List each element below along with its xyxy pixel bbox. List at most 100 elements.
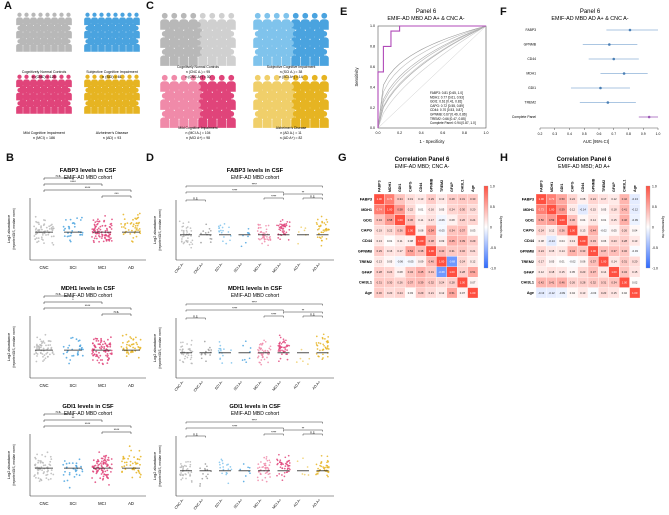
- data-point: [283, 467, 286, 470]
- data-point: [42, 355, 44, 358]
- data-point: [281, 353, 283, 355]
- data-point: [281, 219, 284, 221]
- ad-split-person: [262, 111, 272, 128]
- data-point: [126, 347, 128, 350]
- data-point: [268, 459, 271, 462]
- data-point: [36, 353, 39, 355]
- data-point: [100, 339, 102, 341]
- sci-person: [122, 19, 130, 32]
- heatmap-g-row-label: Age: [365, 291, 372, 295]
- heatmap-h-cell-value: 0.14: [611, 260, 617, 264]
- significance-bracket: [302, 433, 323, 436]
- mci-split-person: [202, 83, 213, 101]
- cnc-split-person: [179, 30, 189, 48]
- data-point: [180, 346, 182, 348]
- category-label: CNC A+: [193, 498, 204, 511]
- data-point: [111, 218, 113, 221]
- heatmap-h-cell-value: 0.44: [570, 249, 576, 253]
- data-point: [93, 237, 96, 240]
- heatmap-h-cell-value: 0.37: [611, 249, 617, 253]
- cnc-split-person: [207, 30, 217, 48]
- data-point: [283, 351, 285, 353]
- ad-split-person: [286, 101, 296, 119]
- data-point: [103, 347, 105, 350]
- c-cnc-group-name: Cognitively Normal Controls: [177, 65, 219, 69]
- data-point: [286, 349, 288, 351]
- heatmap-g-cell-value: 1.00: [470, 291, 476, 295]
- cnc-split-person: [160, 30, 170, 48]
- data-point: [135, 336, 137, 339]
- data-point: [108, 226, 111, 228]
- heatmap-g-cell-value: 0.30: [387, 280, 393, 284]
- data-point: [324, 338, 326, 340]
- heatmap-h-cell-value: 0.08: [539, 239, 545, 243]
- data-point: [99, 341, 102, 344]
- data-point: [280, 463, 283, 466]
- mci-person: [44, 101, 51, 114]
- sci-person: [129, 32, 137, 46]
- data-point: [41, 234, 44, 236]
- heatmap-g-cell-value: -0.68: [439, 270, 446, 274]
- mci-person: [37, 101, 44, 114]
- data-point: [244, 475, 247, 477]
- data-point: [42, 462, 44, 464]
- data-point: [259, 226, 262, 229]
- category-label: SCI A-: [214, 379, 224, 390]
- sci-group-n: n (SCI) = 61: [102, 75, 121, 79]
- heatmap-g-cell-value: 0.28: [460, 270, 466, 274]
- data-point: [110, 224, 113, 227]
- data-point: [135, 463, 137, 465]
- data-point: [189, 465, 191, 468]
- significance-label: n.s.: [193, 432, 198, 436]
- data-point: [138, 212, 141, 215]
- data-point: [324, 346, 327, 349]
- category-label: SCI A-: [214, 497, 224, 508]
- sci-split-person: [257, 21, 268, 39]
- ad-person: [122, 81, 130, 94]
- data-point: [96, 220, 98, 223]
- data-point: [34, 457, 37, 460]
- data-point: [106, 355, 109, 358]
- heatmap-g-col-label: FABP3: [377, 180, 381, 192]
- data-point: [52, 225, 54, 228]
- significance-label: **: [72, 416, 75, 420]
- data-point: [203, 340, 206, 343]
- data-point: [315, 335, 318, 338]
- heatmap-h-col-label: Age: [633, 185, 637, 192]
- heatmap-g-cell-value: 0.36: [408, 218, 414, 222]
- data-point: [278, 344, 281, 347]
- heatmap-h-cell-value: 0.13: [570, 239, 576, 243]
- data-point: [66, 351, 68, 354]
- data-point: [267, 244, 269, 247]
- data-point: [128, 344, 130, 347]
- data-point: [103, 346, 106, 348]
- heatmap-h-cell-value: 0.14: [591, 218, 597, 222]
- cnc-split-person: [179, 12, 189, 30]
- data-point: [71, 355, 73, 357]
- heatmap-h-cell-value: -0.13: [632, 197, 639, 201]
- roc-legend-entry: TREM2: 0.66 [0.47, 0.85]: [430, 117, 466, 121]
- ad-split-person: [319, 74, 329, 92]
- data-point: [65, 219, 67, 221]
- cnc-person: [26, 32, 34, 46]
- data-point: [110, 463, 113, 466]
- data-point: [281, 474, 283, 476]
- data-point: [264, 476, 267, 479]
- data-point: [50, 235, 53, 238]
- sci-split-person: [291, 12, 301, 30]
- plot-subtitle: EMIF-AD MBD cohort: [64, 293, 113, 299]
- x-tick-label: 0.2: [397, 131, 402, 135]
- sci-split-person: [305, 39, 315, 57]
- data-point: [91, 236, 93, 238]
- heatmap-g-row-label: TREM2: [359, 260, 372, 264]
- category-label: SCI A+: [233, 262, 243, 273]
- sci-person: [108, 19, 116, 32]
- ad-person: [133, 87, 140, 101]
- data-point: [320, 461, 323, 464]
- data-point: [110, 353, 113, 356]
- sci-person: [94, 32, 102, 46]
- mci-split-person: [183, 83, 194, 101]
- data-point: [178, 220, 181, 223]
